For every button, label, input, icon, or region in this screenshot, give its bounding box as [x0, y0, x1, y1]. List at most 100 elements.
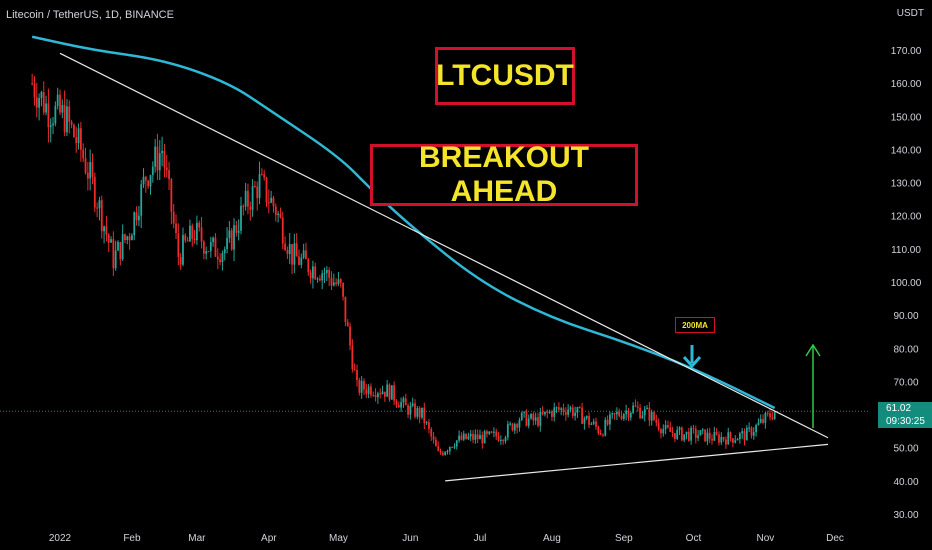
candle-body	[495, 431, 498, 437]
candle-body	[488, 431, 491, 434]
candle-body	[755, 425, 758, 433]
candle-body	[476, 434, 479, 440]
candle-body	[553, 407, 556, 417]
candle-body	[502, 439, 505, 442]
candle-body	[643, 409, 646, 416]
candle-body	[270, 197, 273, 203]
candle-body	[68, 106, 71, 122]
candle-body	[727, 432, 730, 445]
candle-body	[423, 407, 426, 424]
candle-body	[414, 403, 416, 417]
candle-body	[158, 153, 161, 171]
candle-body	[272, 197, 275, 207]
candle-body	[773, 411, 776, 419]
price-tick-label: 90.00	[893, 311, 918, 322]
candle-body	[182, 235, 184, 265]
subtitle-annotation: BREAKOUT AHEAD	[370, 141, 638, 208]
price-tick-label: 160.00	[891, 79, 922, 90]
candle-body	[483, 431, 486, 444]
candle-body	[729, 432, 732, 439]
candle-body	[574, 412, 577, 416]
candle-body	[38, 98, 41, 108]
candle-body	[706, 432, 709, 442]
candle-body	[207, 251, 210, 253]
candle-body	[86, 172, 89, 179]
candle-body	[437, 446, 440, 451]
candle-body	[673, 433, 676, 439]
candle-body	[254, 186, 256, 188]
arrows-group	[682, 343, 821, 428]
candle-body	[597, 426, 600, 434]
candle-body	[641, 415, 644, 419]
candle-body	[330, 277, 333, 286]
candle-body	[609, 414, 611, 425]
candle-body	[527, 418, 530, 426]
candle-body	[520, 412, 523, 421]
candle-body	[680, 427, 683, 441]
price-axis[interactable]: 170.00 160.00 150.00 140.00 130.00 120.00 110.…	[891, 46, 922, 521]
candle-body	[295, 243, 298, 257]
candle-body	[244, 190, 247, 207]
candle-body	[618, 411, 621, 416]
candle-body	[228, 230, 231, 238]
candle-body	[117, 242, 119, 251]
candle-body	[63, 104, 66, 133]
candle-body	[513, 424, 516, 431]
time-axis[interactable]: 2022 Feb Mar Apr May Jun Jul Aug Sep Oct Nov Dec	[49, 533, 844, 544]
candle-body	[93, 176, 96, 208]
symbol-title: Litecoin / TetherUS, 1D, BINANCE	[6, 9, 174, 21]
currency-label: USDT	[896, 8, 924, 19]
candle-body	[604, 419, 607, 436]
candle-body	[305, 250, 307, 260]
candle-body	[537, 417, 539, 426]
candle-body	[124, 234, 126, 241]
time-tick-label: Nov	[756, 533, 774, 544]
candle-body	[627, 410, 630, 418]
candle-body	[474, 434, 477, 440]
candle-body	[646, 407, 648, 410]
candle-body	[404, 398, 407, 406]
candle-body	[660, 429, 662, 434]
candle-body	[200, 227, 203, 242]
candle-body	[606, 419, 609, 425]
candle-body	[578, 406, 581, 408]
candle-body	[356, 370, 358, 380]
candle-body	[337, 279, 340, 284]
candle-body	[349, 326, 351, 346]
candle-body	[332, 282, 335, 286]
candle-body	[771, 417, 774, 419]
candle-body	[683, 434, 686, 441]
candle-body	[263, 174, 266, 178]
candle-body	[585, 415, 588, 419]
candle-body	[493, 431, 495, 433]
candle-body	[544, 411, 546, 415]
price-tick-label: 130.00	[891, 179, 922, 190]
candle-body	[312, 266, 314, 279]
candle-body	[708, 432, 711, 439]
candle-body	[191, 225, 194, 239]
candle-body	[634, 405, 637, 407]
candle-body	[251, 186, 254, 210]
price-tick-label: 110.00	[891, 245, 921, 256]
candle-body	[233, 225, 235, 250]
candle-body	[242, 205, 245, 207]
candle-body	[226, 237, 228, 250]
candle-body	[455, 440, 458, 447]
candle-body	[119, 242, 122, 260]
candle-body	[175, 223, 177, 234]
candle-body	[390, 385, 393, 400]
candle-body	[567, 409, 570, 415]
candle-body	[469, 433, 472, 437]
candle-body	[662, 429, 665, 434]
candle-body	[416, 408, 419, 417]
candle-body	[84, 158, 87, 173]
candle-body	[564, 412, 567, 415]
candle-body	[49, 125, 52, 128]
time-tick-label: Jul	[474, 533, 487, 544]
candle-body	[47, 103, 50, 128]
candle-body	[381, 391, 384, 394]
candle-body	[105, 226, 108, 235]
ma-label-annotation: 200MA	[675, 317, 715, 333]
candle-body	[103, 226, 105, 232]
